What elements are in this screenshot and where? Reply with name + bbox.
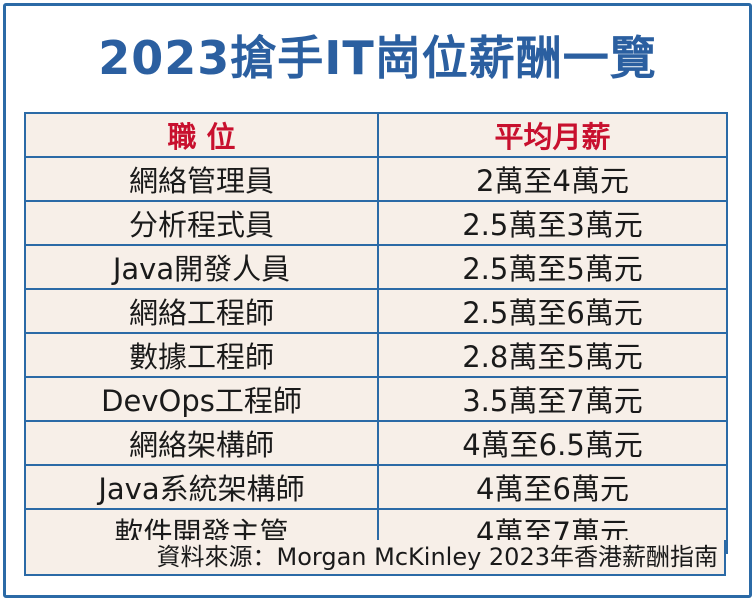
salary-cell: 2.5萬至3萬元 [377,200,728,246]
salary-cell: 4萬至6萬元 [377,464,728,510]
table-row: Java開發人員 2.5萬至5萬元 [24,244,728,290]
table-row: Java系統架構師 4萬至6萬元 [24,464,728,510]
position-cell: 數據工程師 [24,332,379,378]
position-cell: 網絡管理員 [24,156,379,202]
salary-cell: 2.8萬至5萬元 [377,332,728,378]
salary-cell: 2.5萬至6萬元 [377,288,728,334]
table-row: 網絡管理員 2萬至4萬元 [24,156,728,202]
column-header-position: 職 位 [24,112,379,158]
chart-title: 2023搶手IT崗位薪酬一覽 [98,31,657,85]
table-row: 數據工程師 2.8萬至5萬元 [24,332,728,378]
salary-cell: 2萬至4萬元 [377,156,728,202]
table-row: 分析程式員 2.5萬至3萬元 [24,200,728,246]
table-row: 網絡工程師 2.5萬至6萬元 [24,288,728,334]
salary-cell: 4萬至6.5萬元 [377,420,728,466]
table-header-row: 職 位 平均月薪 [24,112,728,158]
position-cell: DevOps工程師 [24,376,379,422]
table-row: 網絡架構師 4萬至6.5萬元 [24,420,728,466]
salary-cell: 2.5萬至5萬元 [377,244,728,290]
position-cell: Java系統架構師 [24,464,379,510]
source-note: 資料來源：Morgan McKinley 2023年香港薪酬指南 [24,540,726,576]
column-header-salary: 平均月薪 [377,112,728,158]
position-cell: Java開發人員 [24,244,379,290]
table-row: DevOps工程師 3.5萬至7萬元 [24,376,728,422]
position-cell: 分析程式員 [24,200,379,246]
position-cell: 網絡架構師 [24,420,379,466]
salary-cell: 3.5萬至7萬元 [377,376,728,422]
position-cell: 網絡工程師 [24,288,379,334]
salary-table: 職 位 平均月薪 網絡管理員 2萬至4萬元 分析程式員 2.5萬至3萬元 Jav… [24,112,728,554]
